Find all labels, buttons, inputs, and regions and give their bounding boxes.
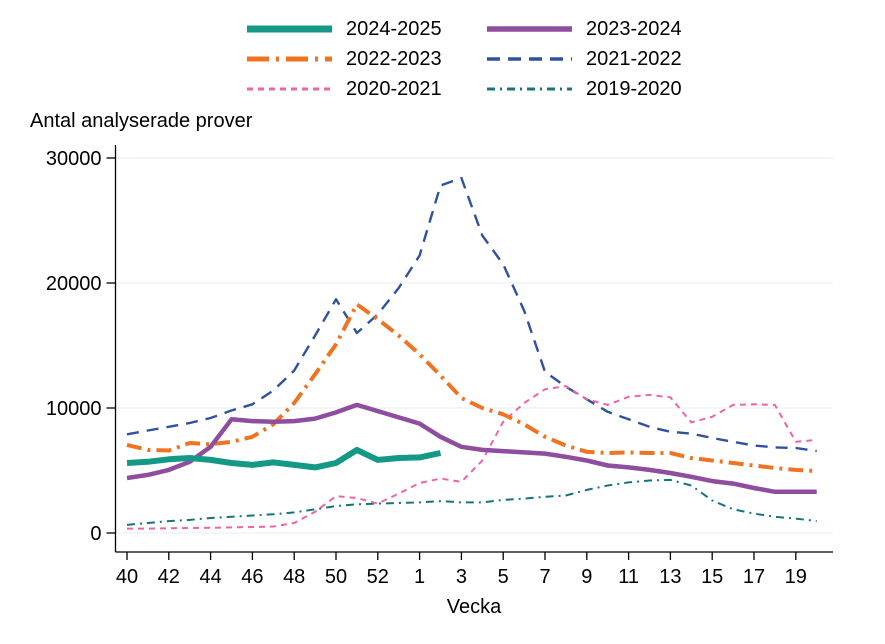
x-tick-label: 13 [659, 566, 681, 588]
chart-title: Antal analyserade prover [30, 110, 253, 132]
x-tick-label: 52 [367, 566, 389, 588]
legend-swatch-2019-2020-icon [487, 87, 572, 91]
legend-swatch-2024-2025-icon [247, 25, 332, 33]
x-tick-label: 5 [498, 566, 509, 588]
legend-label-2022-2023: 2022-2023 [346, 48, 442, 70]
legend-item-2022-2023: 2022-2023 [247, 44, 487, 74]
legend-label-2019-2020: 2019-2020 [586, 78, 682, 100]
x-tick-label: 15 [701, 566, 723, 588]
series-line-2021-2022 [126, 176, 817, 453]
x-tick-label: 50 [325, 566, 347, 588]
x-tick-label: 1 [414, 566, 425, 588]
legend-label-2020-2021: 2020-2021 [346, 78, 442, 100]
x-tick-label: 9 [581, 566, 592, 588]
x-tick-label: 3 [456, 566, 467, 588]
x-tick-label: 46 [241, 566, 263, 588]
series-line-2019-2020 [126, 478, 817, 526]
legend-item-2023-2024: 2023-2024 [487, 14, 682, 44]
legend-item-2021-2022: 2021-2022 [487, 44, 682, 74]
legend-label-2023-2024: 2023-2024 [586, 18, 682, 40]
y-tick-label: 20000 [46, 273, 102, 295]
x-tick-label: 19 [785, 566, 807, 588]
legend-label-2024-2025: 2024-2025 [346, 18, 442, 40]
x-tick-label: 44 [199, 566, 221, 588]
x-tick-label: 7 [539, 566, 550, 588]
y-tick-label: 10000 [46, 398, 102, 420]
legend-label-2021-2022: 2021-2022 [586, 48, 682, 70]
x-tick-label: 40 [116, 566, 138, 588]
series-line-2023-2024 [126, 402, 817, 495]
legend-item-2020-2021: 2020-2021 [247, 74, 487, 104]
x-axis-title: Vecka [446, 596, 502, 618]
legend-swatch-2023-2024-icon [487, 26, 572, 32]
x-tick-label: 11 [618, 566, 639, 588]
chart-legend: 2024-2025 2023-2024 2022-2023 2021-2022 … [247, 14, 682, 104]
x-tick-label: 42 [158, 566, 180, 588]
series-line-2022-2023 [126, 302, 817, 474]
legend-swatch-2021-2022-icon [487, 57, 572, 61]
x-tick-label: 17 [743, 566, 765, 588]
legend-swatch-2020-2021-icon [247, 87, 332, 91]
y-tick-label: 0 [90, 523, 101, 545]
series-line-2020-2021 [127, 385, 817, 530]
x-tick-label: 48 [283, 566, 305, 588]
legend-item-2024-2025: 2024-2025 [247, 14, 487, 44]
legend-swatch-2022-2023-icon [247, 56, 332, 62]
y-tick-label: 30000 [46, 148, 102, 170]
legend-item-2019-2020: 2019-2020 [487, 74, 682, 104]
series-line-2024-2025 [126, 446, 442, 471]
